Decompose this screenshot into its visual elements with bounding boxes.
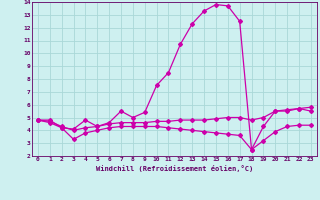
X-axis label: Windchill (Refroidissement éolien,°C): Windchill (Refroidissement éolien,°C) [96,165,253,172]
